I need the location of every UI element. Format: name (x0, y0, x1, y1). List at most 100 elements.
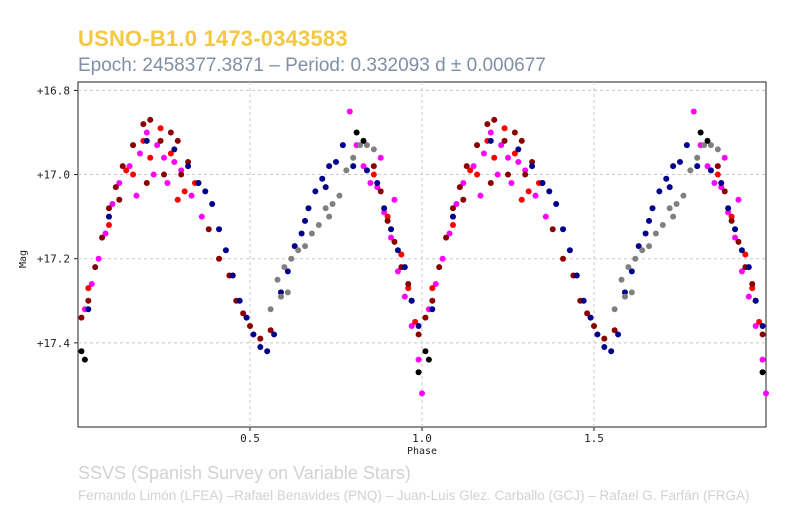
data-point-dark-red (370, 163, 377, 170)
data-point-navy (195, 179, 202, 186)
data-point-black (81, 356, 88, 363)
author-credits: Fernando Limón (LFEA) –Rafael Benavides … (78, 488, 750, 503)
data-point-navy (642, 230, 649, 237)
data-point-navy (677, 158, 683, 165)
data-point-red (405, 285, 412, 292)
data-point-magenta (515, 158, 522, 165)
data-point-navy (202, 188, 209, 195)
data-point-navy (298, 230, 305, 237)
data-point-magenta (109, 201, 116, 208)
data-point-dark-red (422, 314, 429, 321)
data-point-dark-red (405, 280, 412, 287)
data-point-gray (295, 247, 302, 254)
data-point-magenta (763, 390, 769, 397)
plot-area (77, 81, 767, 428)
data-point-dark-red (116, 196, 123, 203)
data-point-dark-red (377, 188, 384, 195)
y-axis-label: Mag (18, 250, 29, 268)
data-point-red (525, 188, 532, 195)
data-point-navy (394, 247, 401, 254)
data-point-dark-red (443, 234, 450, 241)
data-point-gray (357, 142, 364, 149)
data-point-dark-red (487, 179, 494, 186)
data-point-magenta (532, 192, 539, 199)
data-point-red (728, 213, 735, 220)
data-point-magenta (391, 196, 398, 203)
data-point-dark-red (85, 297, 92, 304)
data-point-navy (628, 268, 635, 275)
data-point-dark-red (157, 137, 164, 144)
data-point-magenta (346, 108, 353, 115)
data-point-dark-red (240, 310, 247, 317)
x-tick-label: 1.0 (412, 432, 432, 445)
data-point-navy (388, 226, 395, 233)
data-point-navy (305, 205, 312, 212)
x-tick-label: 0.5 (240, 432, 260, 445)
data-point-magenta (198, 213, 205, 220)
data-point-navy (646, 217, 653, 224)
data-point-magenta (522, 167, 529, 174)
data-point-gray (652, 230, 659, 237)
y-tick-label: +16.8 (37, 84, 70, 97)
data-point-dark-red (611, 327, 618, 334)
data-point-navy (745, 264, 752, 271)
data-point-navy (209, 201, 216, 208)
data-point-navy (752, 297, 759, 304)
data-point-navy (236, 297, 243, 304)
data-point-red (370, 171, 377, 178)
data-point-magenta (735, 196, 742, 203)
data-point-navy (738, 247, 745, 254)
data-point-black (704, 137, 711, 144)
data-point-navy (105, 213, 112, 220)
data-point-navy (529, 163, 536, 170)
data-point-red (756, 318, 763, 325)
data-point-magenta (494, 171, 501, 178)
data-point-magenta (415, 356, 422, 363)
data-point-gray (315, 222, 322, 229)
data-point-dark-red (384, 217, 391, 224)
data-point-navy (277, 289, 284, 296)
data-point-magenta (401, 293, 408, 300)
data-point-dark-red (99, 234, 106, 241)
data-point-gray (274, 276, 281, 283)
data-point-navy (621, 289, 628, 296)
x-tick-label: 1.5 (584, 432, 604, 445)
data-point-dark-red (511, 129, 518, 136)
data-point-navy (663, 175, 670, 182)
data-point-red (511, 150, 518, 157)
data-point-navy (718, 179, 725, 186)
data-point-magenta (116, 179, 123, 186)
data-point-dark-red (143, 179, 150, 186)
data-point-dark-red (518, 137, 525, 144)
data-point-dark-red (267, 327, 274, 334)
data-point-navy (707, 167, 714, 174)
data-point-magenta (178, 167, 185, 174)
data-point-red (147, 154, 154, 161)
data-point-magenta (388, 234, 395, 241)
data-point-magenta (480, 150, 487, 157)
data-point-red (518, 196, 525, 203)
data-point-dark-red (78, 314, 85, 321)
data-point-gray (707, 142, 714, 149)
x-axis-ticks: 0.5 1.0 1.5 (240, 427, 604, 445)
data-point-navy (322, 184, 329, 191)
data-point-navy (229, 272, 236, 279)
data-point-dark-red (474, 142, 481, 149)
data-point-navy (683, 142, 690, 149)
data-point-dark-red (721, 188, 728, 195)
data-point-navy (143, 137, 150, 144)
data-point-dark-red (491, 116, 498, 123)
data-point-dark-red (484, 121, 491, 128)
data-point-magenta (704, 163, 711, 170)
data-point-magenta (164, 179, 171, 186)
data-point-dark-red (735, 238, 742, 245)
data-point-gray (329, 201, 336, 208)
data-point-navy (759, 323, 766, 330)
data-point-dark-red (549, 226, 556, 233)
data-point-gray (714, 146, 721, 153)
data-point-navy (264, 348, 271, 355)
data-point-black (697, 129, 704, 136)
data-point-black (360, 137, 367, 144)
data-point-dark-red (119, 163, 126, 170)
